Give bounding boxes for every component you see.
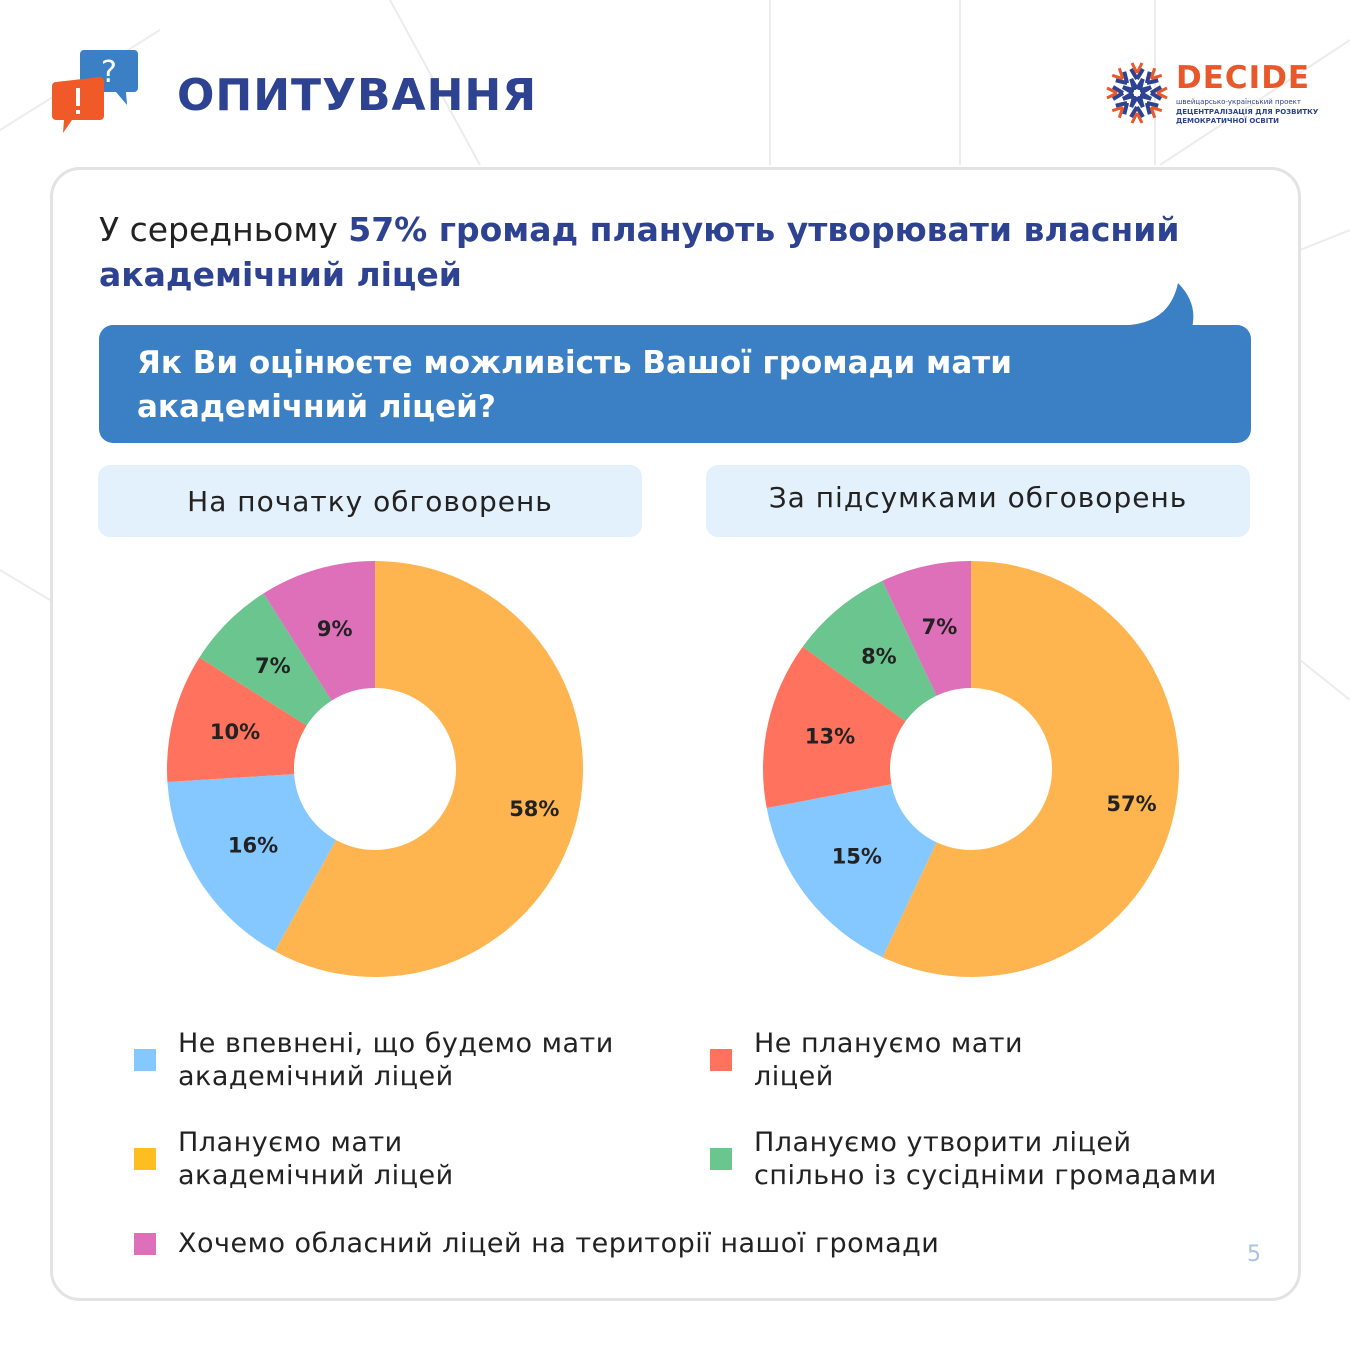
legend-item-not-planning: Не плануємо мати ліцей xyxy=(710,1027,1034,1093)
slice-label: 9% xyxy=(317,617,353,641)
speech-bubbles-icon: ? xyxy=(52,48,142,142)
logo-line3: ДЕМОКРАТИЧНОЇ ОСВІТИ xyxy=(1176,117,1280,125)
legend-label: Плануємо утворити ліцей спільно із сусід… xyxy=(754,1127,1217,1191)
question-bubble-tail xyxy=(1130,283,1194,328)
legend-swatch xyxy=(710,1148,732,1170)
pie-slice xyxy=(882,561,971,696)
slice-label: 10% xyxy=(210,720,260,744)
pie-slice xyxy=(167,657,307,783)
legend-label: Плануємо мати академічний ліцей xyxy=(178,1127,454,1191)
legend-item-joint: Плануємо утворити ліцей спільно із сусід… xyxy=(710,1126,1224,1192)
legend-item-unsure: Не впевнені, що будемо мати академічний … xyxy=(134,1027,618,1093)
pie-slice xyxy=(199,593,332,726)
logo-snowflake-icon xyxy=(1105,62,1169,125)
pie-slice xyxy=(882,561,1179,977)
slice-label: 15% xyxy=(832,845,882,869)
logo-name: DECIDE xyxy=(1176,60,1311,96)
slice-label: 58% xyxy=(509,797,559,821)
pie-slice xyxy=(263,561,375,701)
legend-swatch xyxy=(134,1148,156,1170)
legend-swatch xyxy=(134,1232,156,1255)
headline: У середньому 57% громад планують утворюв… xyxy=(99,207,1239,297)
logo-line2: ДЕЦЕНТРАЛІЗАЦІЯ ДЛЯ РОЗВИТКУ xyxy=(1176,108,1319,116)
headline-highlight: 57% громад планують утворювати власний а… xyxy=(99,210,1180,294)
question-banner: Як Ви оцінюєте можливість Вашої громади … xyxy=(99,325,1251,443)
slice-label: 57% xyxy=(1106,792,1156,816)
pie-slice xyxy=(167,774,336,952)
slice-label: 13% xyxy=(805,724,855,748)
slice-label: 16% xyxy=(228,833,278,857)
logo-line1: швейцарсько-український проект xyxy=(1176,98,1301,106)
donut-chart-before: 58% 16% 10% 7% 9% xyxy=(167,561,583,977)
slice-label: 7% xyxy=(922,615,958,639)
legend-label: Не плануємо мати ліцей xyxy=(754,1028,1024,1092)
pie-slice xyxy=(763,646,906,808)
slice-label: 8% xyxy=(861,645,897,669)
legend-label: Не впевнені, що будемо мати академічний … xyxy=(178,1028,614,1092)
legend-item-regional: Хочемо обласний ліцей на території нашої… xyxy=(134,1227,939,1260)
slice-label: 7% xyxy=(255,654,291,678)
legend-swatch xyxy=(134,1049,156,1071)
chart-title-before: На початку обговорень xyxy=(98,465,642,537)
legend-label: Хочемо обласний ліцей на території нашої… xyxy=(178,1228,940,1259)
pie-slice xyxy=(766,784,937,958)
page-title: ОПИТУВАННЯ xyxy=(177,70,538,121)
pie-slice xyxy=(274,561,583,977)
pie-slice xyxy=(802,580,937,722)
legend-item-planning: Плануємо мати академічний ліцей xyxy=(134,1126,478,1192)
donut-chart-after: 57% 15% 13% 8% 7% xyxy=(763,561,1179,977)
svg-text:?: ? xyxy=(101,55,117,90)
headline-prefix: У середньому xyxy=(99,210,349,249)
chart-title-after: За підсумками обговорень xyxy=(706,465,1250,537)
legend-swatch xyxy=(710,1049,732,1071)
page-number: 5 xyxy=(1247,1242,1261,1267)
decide-logo: DECIDE швейцарсько-український проект ДЕ… xyxy=(1104,60,1318,130)
